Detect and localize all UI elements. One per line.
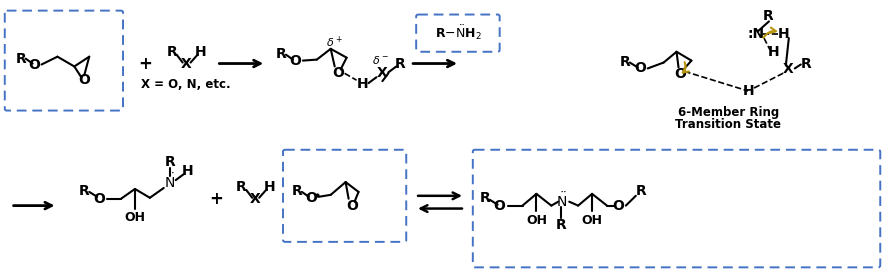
Text: R: R [236, 180, 247, 194]
Text: R: R [480, 191, 490, 205]
Text: R: R [620, 55, 630, 68]
Text: X: X [250, 192, 260, 206]
Text: Transition State: Transition State [675, 118, 781, 131]
Text: R: R [556, 218, 567, 232]
Text: OH: OH [526, 214, 547, 227]
Text: X: X [377, 66, 388, 80]
Text: R: R [15, 52, 26, 66]
Text: H: H [194, 45, 206, 59]
Text: $\delta^+$: $\delta^+$ [326, 34, 343, 50]
Text: R: R [763, 9, 773, 23]
Text: O: O [612, 199, 624, 213]
Text: OH: OH [582, 214, 603, 227]
Text: R: R [166, 45, 177, 59]
Text: H: H [778, 27, 789, 41]
Text: X: X [180, 57, 191, 71]
Text: X = O, N, etc.: X = O, N, etc. [141, 78, 231, 91]
Text: OH: OH [124, 211, 146, 224]
Text: H: H [182, 164, 194, 178]
Text: $\ddot{\rm N}$: $\ddot{\rm N}$ [164, 173, 175, 192]
Text: O: O [346, 199, 359, 213]
Text: $\delta^-$: $\delta^-$ [372, 54, 389, 66]
Text: O: O [494, 199, 505, 213]
Text: O: O [289, 54, 301, 68]
Text: O: O [93, 192, 105, 206]
Text: R: R [395, 57, 406, 71]
Text: R$-\ddot{\rm N}$H$_2$: R$-\ddot{\rm N}$H$_2$ [434, 24, 481, 43]
Text: R: R [79, 184, 90, 198]
Text: 6-Member Ring: 6-Member Ring [678, 106, 779, 119]
Text: O: O [634, 62, 646, 75]
Text: :N: :N [748, 27, 765, 41]
Text: O: O [675, 67, 686, 81]
Text: H: H [357, 77, 369, 91]
Text: H: H [768, 45, 780, 59]
Text: R: R [164, 155, 175, 169]
Text: O: O [305, 191, 317, 205]
Text: X: X [782, 62, 793, 76]
Text: +: + [210, 190, 224, 208]
Text: O: O [333, 66, 345, 80]
Text: +: + [138, 55, 152, 73]
Text: $\ddot{\rm N}$: $\ddot{\rm N}$ [556, 191, 567, 210]
Text: R: R [291, 184, 302, 198]
Text: H: H [742, 84, 754, 98]
Text: R: R [275, 47, 287, 61]
Text: O: O [28, 57, 41, 71]
Text: R: R [800, 57, 811, 71]
Text: O: O [78, 73, 91, 87]
Text: R: R [636, 184, 646, 198]
Text: H: H [263, 180, 275, 194]
